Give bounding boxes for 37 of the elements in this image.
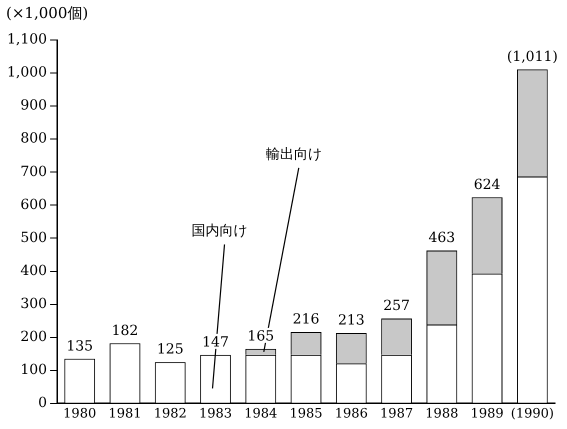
total-label: 257	[383, 298, 410, 314]
total-label: 135	[66, 338, 94, 354]
y-tick-label: 700	[20, 164, 48, 180]
total-label: 216	[292, 312, 320, 328]
x-tick-label: 1982	[154, 406, 187, 422]
text: 国内向け	[192, 223, 248, 240]
x-tick-label: 1989	[470, 406, 504, 422]
x-tick-label: 1980	[63, 406, 96, 422]
x-tick-label: 1985	[289, 406, 323, 422]
total-label: 624	[474, 176, 501, 193]
y-tick-label: 200	[20, 328, 48, 345]
x-tick-label: 1984	[244, 406, 278, 422]
x-tick-label: (1990)	[510, 406, 554, 422]
y-tick-label: 0	[38, 395, 48, 412]
y-tick-label: 300	[20, 296, 48, 312]
y-tick-label: 1,100	[6, 32, 48, 48]
y-tick-label: 400	[20, 262, 48, 279]
total-label: 125	[156, 342, 184, 358]
y-tick-label: 100	[20, 362, 48, 378]
x-tick-label: 1988	[425, 406, 458, 422]
y-tick-label: 1,000	[6, 64, 48, 81]
x-tick-label: 1983	[198, 406, 232, 422]
total-label: (1,011)	[506, 49, 558, 66]
y-tick-label: 800	[20, 130, 48, 147]
y-tick-label: 900	[20, 98, 48, 114]
total-label: 182	[112, 322, 138, 339]
total-label: 147	[202, 334, 229, 350]
total-label: 213	[338, 312, 365, 329]
y-tick-label: 500	[20, 230, 48, 246]
x-tick-label: 1981	[108, 406, 142, 422]
x-tick-label: 1986	[334, 406, 368, 422]
y-tick-label: 600	[20, 196, 48, 213]
total-label: 165	[247, 328, 274, 345]
x-tick-label: 1987	[380, 406, 414, 422]
total-label: 463	[428, 230, 456, 246]
text: 輸出向け	[266, 146, 322, 163]
y-axis-title: (×1,000個)	[6, 4, 88, 23]
